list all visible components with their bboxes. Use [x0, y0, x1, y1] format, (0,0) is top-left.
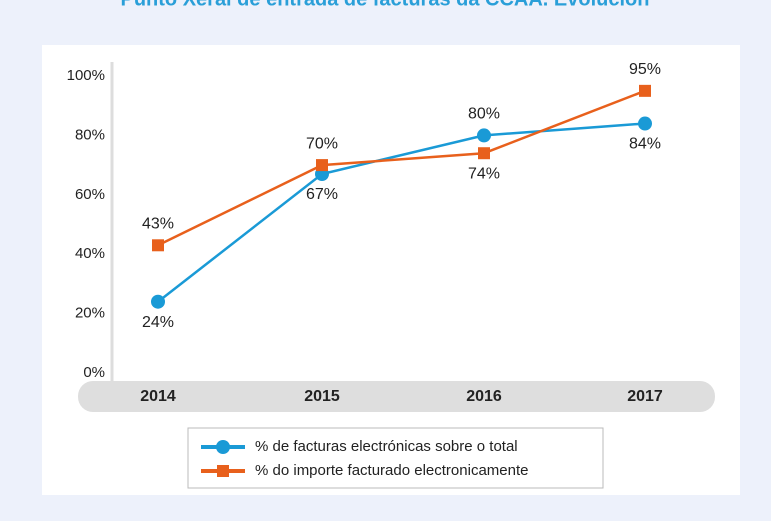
marker [151, 294, 165, 309]
legend-label: % do importe facturado electronicamente [255, 462, 528, 479]
y-tick-label: 80% [75, 126, 105, 143]
y-tick-label: 60% [75, 186, 105, 203]
legend-marker [217, 465, 229, 477]
marker [639, 84, 651, 97]
legend-marker [216, 440, 230, 454]
marker [478, 147, 490, 160]
panel [42, 45, 740, 495]
marker [477, 128, 491, 143]
marker [316, 159, 328, 172]
marker [638, 116, 652, 131]
data-label: 84% [629, 136, 661, 153]
x-axis-band [78, 381, 715, 412]
series-line [157, 122, 646, 303]
data-label: 74% [468, 165, 500, 182]
series-line [157, 89, 646, 247]
x-tick-label: 2015 [304, 388, 340, 405]
legend-label: % de facturas electrónicas sobre o total [255, 438, 518, 455]
chart-title: Punto Xeral de entrada de facturas da CC… [120, 0, 649, 10]
data-label: 70% [306, 135, 338, 152]
legend [187, 427, 604, 489]
x-tick-label: 2017 [627, 388, 663, 405]
y-tick-label: 0% [83, 364, 105, 381]
data-label: 80% [468, 106, 500, 123]
x-tick-label: 2014 [140, 388, 176, 405]
marker [152, 239, 164, 252]
x-tick-label: 2016 [466, 388, 502, 405]
data-label: 24% [142, 314, 174, 331]
y-tick-label: 20% [75, 305, 105, 322]
data-label: 67% [306, 186, 338, 203]
data-label: 95% [629, 61, 661, 78]
data-label: 43% [142, 216, 174, 233]
y-tick-label: 40% [75, 245, 105, 262]
y-tick-label: 100% [67, 67, 105, 84]
